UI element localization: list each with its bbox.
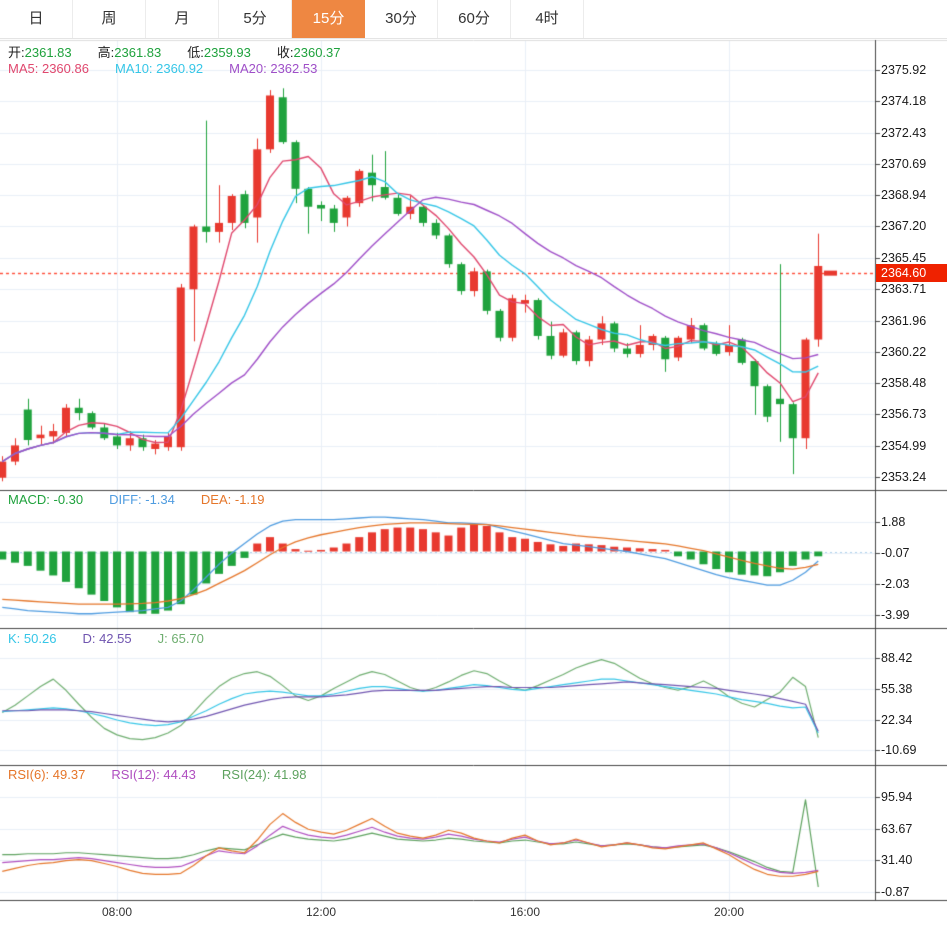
tab-日[interactable]: 日 <box>0 0 73 38</box>
timeframe-tabbar: 日周月 5分 15分 30分 60分 4时 <box>0 0 947 39</box>
tab-月[interactable]: 月 <box>146 0 219 38</box>
tab-15分[interactable]: 15分 <box>292 0 365 38</box>
tab-5分[interactable]: 5分 <box>219 0 292 38</box>
tab-4时[interactable]: 4时 <box>511 0 584 38</box>
tab-30分[interactable]: 30分 <box>365 0 438 38</box>
tab-周[interactable]: 周 <box>73 0 146 38</box>
tab-60分[interactable]: 60分 <box>438 0 511 38</box>
